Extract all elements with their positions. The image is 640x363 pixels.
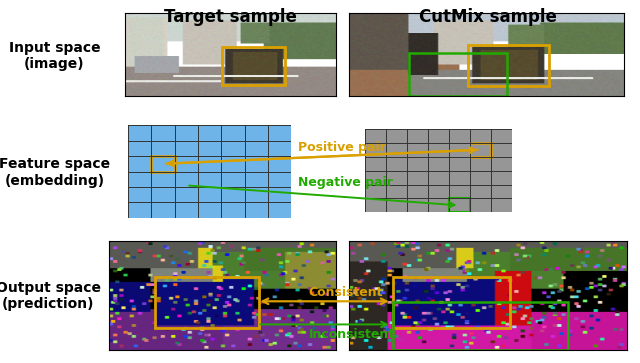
Text: Target sample: Target sample [164, 8, 297, 26]
Bar [449, 199, 470, 212]
Bar [151, 156, 175, 171]
Text: Consistent: Consistent [308, 286, 383, 299]
Bar [409, 53, 506, 96]
Bar [156, 277, 259, 328]
Text: Inconsistent: Inconsistent [308, 328, 395, 341]
Text: Positive pair: Positive pair [298, 141, 385, 154]
Bar [222, 46, 285, 85]
Text: Feature space
(embedding): Feature space (embedding) [0, 157, 110, 188]
Bar [393, 302, 568, 350]
Bar [470, 143, 491, 157]
Text: Input space
(image): Input space (image) [8, 41, 100, 72]
Text: CutMix sample: CutMix sample [419, 8, 557, 26]
Bar [468, 45, 549, 86]
Text: Negative pair: Negative pair [298, 176, 392, 189]
Bar [393, 277, 511, 328]
Text: Output space
(prediction): Output space (prediction) [0, 281, 100, 311]
